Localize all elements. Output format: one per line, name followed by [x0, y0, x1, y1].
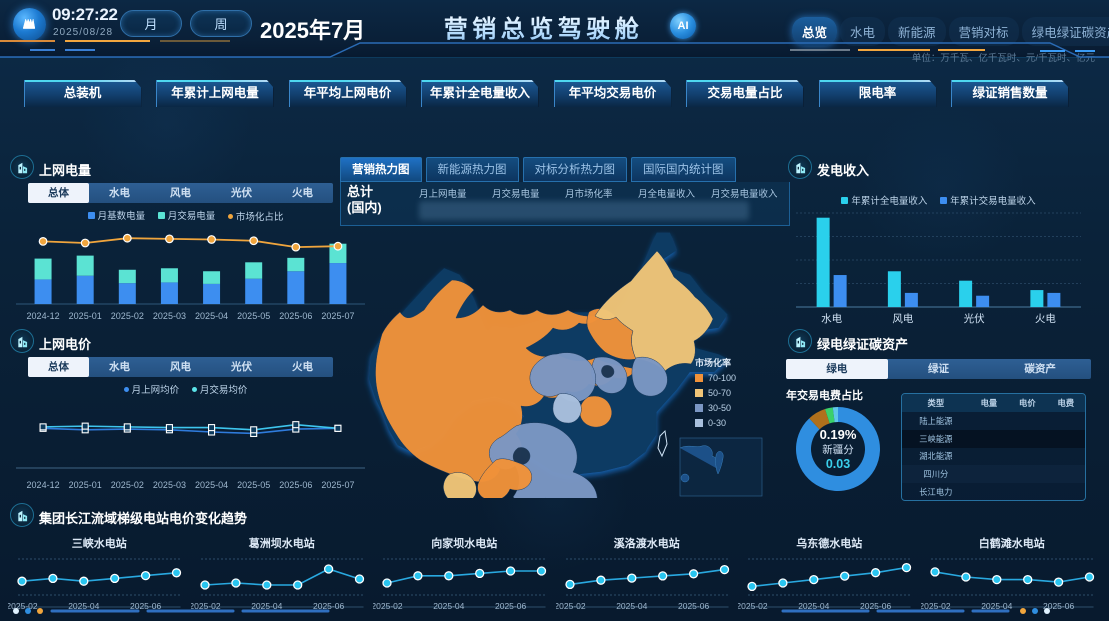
svg-text:风电: 风电: [892, 312, 913, 325]
svg-text:0.19%: 0.19%: [820, 427, 857, 442]
svg-text:2025-03: 2025-03: [153, 311, 186, 321]
svg-text:2025-02: 2025-02: [111, 311, 144, 321]
svg-text:30-50: 30-50: [708, 403, 731, 413]
svg-text:2025-01: 2025-01: [69, 311, 102, 321]
svg-text:2025-02: 2025-02: [111, 480, 144, 490]
svg-text:水电: 水电: [821, 312, 842, 325]
svg-text:50-70: 50-70: [708, 388, 731, 398]
svg-text:2025-06: 2025-06: [279, 480, 312, 490]
svg-text:市场化率: 市场化率: [695, 357, 731, 368]
svg-text:0-30: 0-30: [708, 418, 726, 428]
svg-text:2024-12: 2024-12: [27, 480, 60, 490]
svg-text:火电: 火电: [1035, 312, 1057, 325]
svg-text:2025-05: 2025-05: [237, 311, 270, 321]
svg-text:2025-03: 2025-03: [153, 480, 186, 490]
svg-text:2025-04: 2025-04: [195, 480, 228, 490]
svg-text:2025-06: 2025-06: [279, 311, 312, 321]
svg-text:2024-12: 2024-12: [27, 311, 60, 321]
svg-text:2025-04: 2025-04: [195, 311, 228, 321]
svg-text:2025-05: 2025-05: [237, 480, 270, 490]
svg-text:2025-01: 2025-01: [69, 480, 102, 490]
svg-text:新疆分: 新疆分: [822, 443, 854, 456]
svg-text:70-100: 70-100: [708, 373, 736, 383]
svg-text:0.03: 0.03: [826, 457, 850, 471]
svg-text:光伏: 光伏: [964, 312, 985, 325]
